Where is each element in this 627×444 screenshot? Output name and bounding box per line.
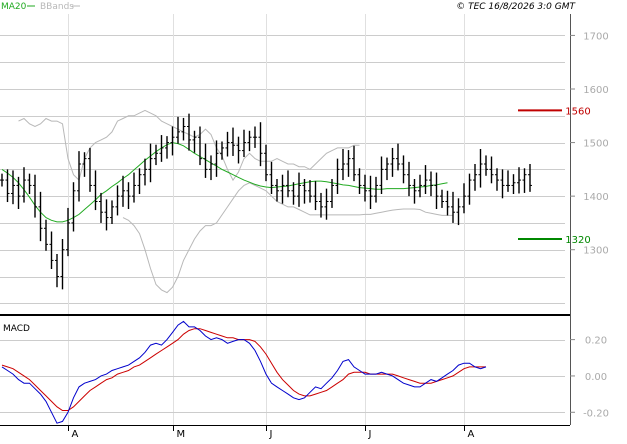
- legend-ma20: MA20: [1, 2, 27, 12]
- y-tick-label: 1600: [583, 85, 608, 96]
- x-tick-label: A: [468, 429, 475, 440]
- y-tick-label: 1500: [583, 139, 608, 150]
- x-tick-label: J: [368, 429, 372, 440]
- y-tick-label: 1300: [583, 246, 608, 257]
- macd-title: MACD: [3, 324, 30, 334]
- y-tick-label: 1700: [583, 31, 608, 42]
- macd-y-tick-label: 0.00: [585, 372, 607, 383]
- bb-lower-line: [122, 182, 453, 294]
- ma20-layer: [1, 142, 448, 223]
- axis-ticks: 1300 1400 1500 1600 1700 A M J J A -0.20 0.00 0.20: [68, 31, 609, 440]
- macd-layer: [1, 320, 487, 424]
- macd-y-tick-label: 0.20: [585, 336, 607, 347]
- frame: [0, 14, 571, 426]
- price-levels: 1560 1320: [518, 106, 591, 246]
- legend-bbands: BBands: [40, 2, 74, 12]
- x-tick-label: J: [269, 429, 273, 440]
- macd-line: [1, 320, 487, 424]
- x-tick-label: A: [72, 429, 79, 440]
- ma20-line: [1, 142, 448, 223]
- resistance-label: 1560: [565, 106, 590, 117]
- y-tick-label: 1400: [583, 192, 608, 203]
- bollinger-bands: [18, 109, 453, 294]
- grid: [0, 14, 565, 425]
- copyright-text: © TEC 16/8/2026 3:0 GMT: [456, 2, 576, 12]
- x-tick-label: M: [177, 429, 186, 440]
- macd-y-tick-label: -0.20: [583, 408, 609, 419]
- support-label: 1320: [565, 235, 590, 246]
- price-bars: [0, 113, 532, 290]
